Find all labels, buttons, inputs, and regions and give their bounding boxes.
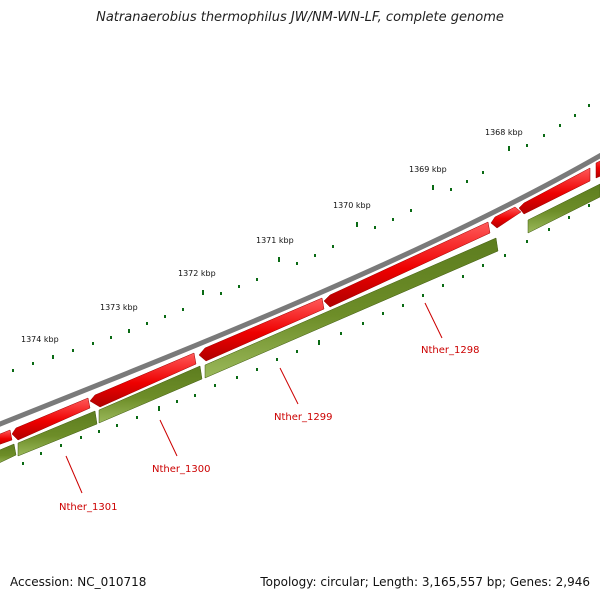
scale-labels: 1368 kbp 1369 kbp 1370 kbp 1371 kbp 1372… (21, 128, 523, 344)
gene-label: Nther_1301 (59, 502, 117, 513)
forward-gene (323, 221, 491, 308)
reverse-strand-track (0, 183, 600, 463)
scale-major-tick (432, 185, 434, 190)
gene-label: Nther_1299 (274, 412, 332, 423)
scale-major-tick (202, 290, 204, 295)
genome-backbone (0, 152, 600, 427)
scale-label: 1368 kbp (485, 128, 523, 137)
reverse-strand-ticks (22, 204, 590, 465)
forward-gene (490, 206, 522, 229)
reverse-gene (0, 443, 17, 463)
scale-major-tick (128, 329, 130, 333)
scale-label: 1373 kbp (100, 303, 138, 312)
forward-gene (11, 397, 91, 441)
scale-major-tick (356, 222, 358, 227)
gene-label-lines (65, 302, 443, 494)
reverse-gene (98, 365, 203, 424)
gene-label: Nther_1298 (421, 345, 479, 356)
reverse-gene (527, 183, 600, 234)
forward-gene (518, 167, 591, 215)
forward-gene (595, 160, 600, 179)
scale-major-tick (508, 146, 510, 151)
scale-major-tick (278, 257, 280, 262)
reverse-gene (204, 237, 499, 379)
scale-label: 1371 kbp (256, 236, 294, 245)
gene-label: Nther_1300 (152, 464, 210, 475)
scale-label: 1372 kbp (178, 269, 216, 278)
scale-major-tick (52, 355, 54, 359)
scale-ticks (12, 104, 590, 372)
reverse-gene (17, 410, 98, 457)
scale-label: 1370 kbp (333, 201, 371, 210)
map-title: Natranaerobius thermophilus JW/NM-WN-LF,… (96, 10, 504, 25)
forward-gene (198, 297, 325, 362)
forward-gene (0, 429, 13, 445)
genome-summary-text: Topology: circular; Length: 3,165,557 bp… (260, 575, 590, 589)
scale-label: 1369 kbp (409, 165, 447, 174)
gene-labels: Nther_1298 Nther_1299 Nther_1300 Nther_1… (59, 345, 479, 513)
accession-text: Accession: NC_010718 (10, 575, 147, 589)
forward-strand-track (0, 160, 600, 445)
scale-label: 1374 kbp (21, 335, 59, 344)
forward-gene (89, 352, 197, 408)
